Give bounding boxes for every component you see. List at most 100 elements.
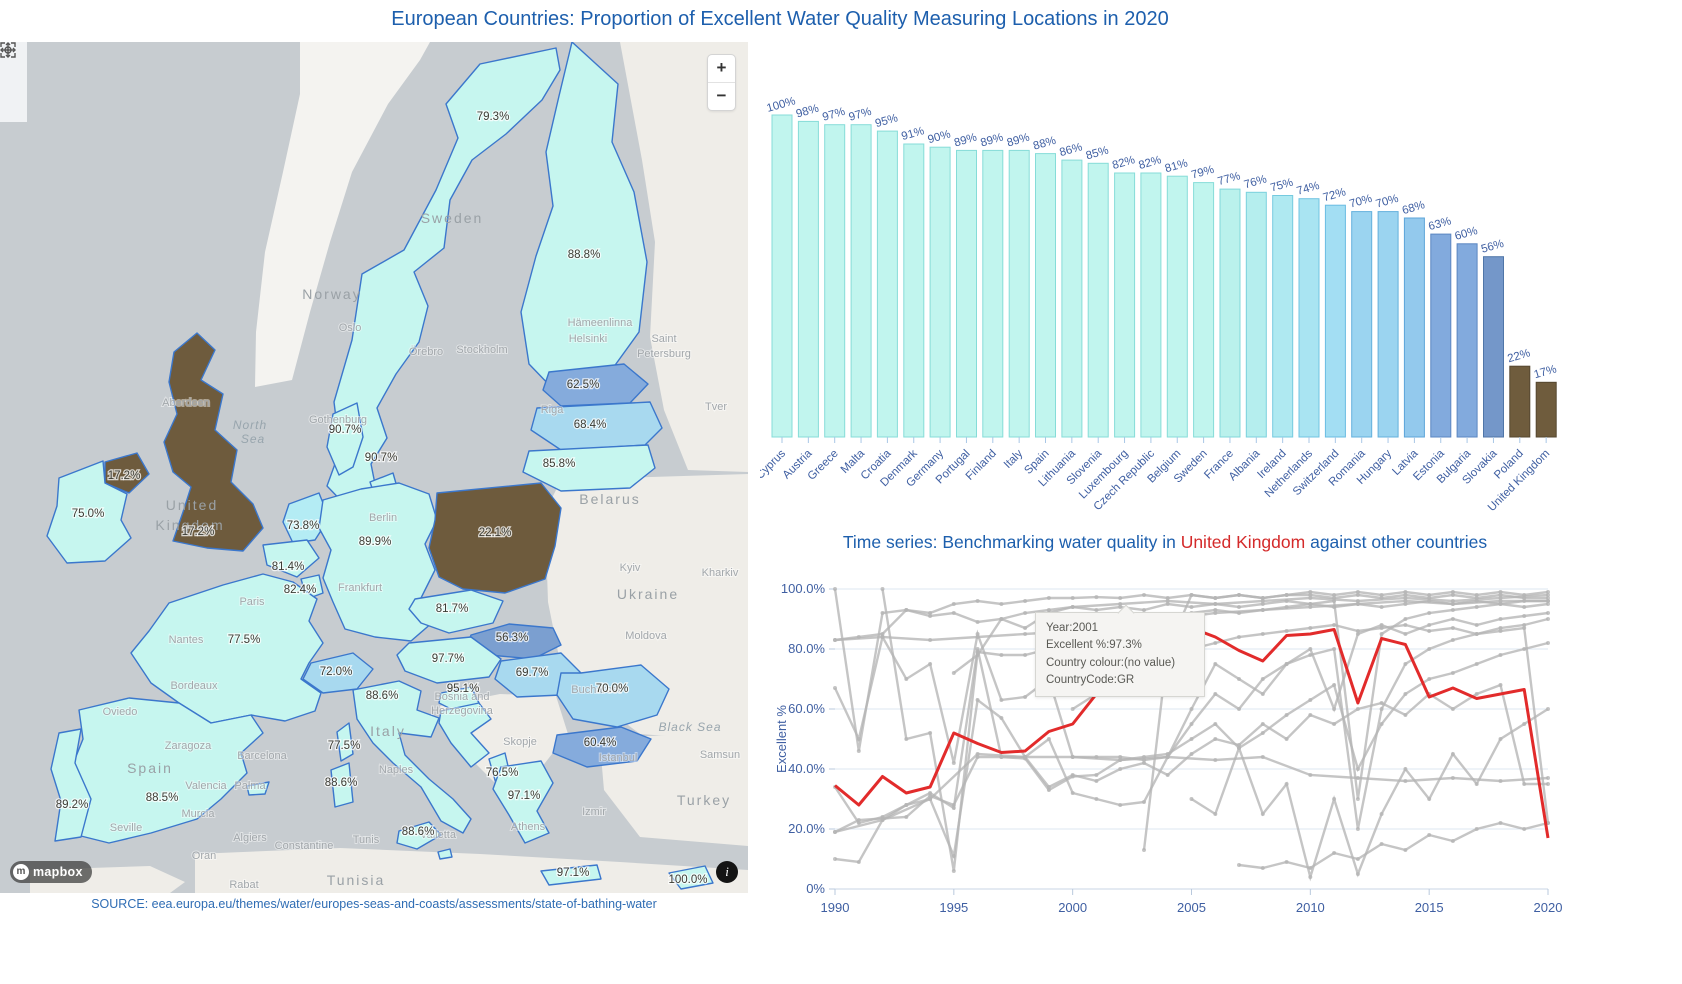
country-line-marker: [1427, 677, 1432, 681]
country-line[interactable]: [834, 752, 1549, 834]
country-line-marker: [1213, 812, 1218, 816]
map-country-bulgaria[interactable]: [552, 726, 652, 768]
bar-Bulgaria[interactable]: [1456, 243, 1478, 438]
map-value-label: 85.8%: [543, 458, 576, 470]
settings-icon[interactable]: [0, 42, 27, 110]
map-country-lithuania[interactable]: [522, 444, 656, 492]
bar-Malta[interactable]: [850, 124, 872, 438]
map-country-portugal[interactable]: [50, 728, 92, 842]
country-line[interactable]: [1190, 707, 1549, 882]
country-line-marker: [951, 806, 956, 810]
bar-Italy[interactable]: [1008, 149, 1030, 438]
country-line-marker: [1522, 626, 1527, 630]
bar-Hungary[interactable]: [1377, 211, 1399, 438]
bar-France[interactable]: [1219, 188, 1241, 438]
map-country-greece[interactable]: [492, 760, 554, 844]
country-line-marker: [1498, 593, 1503, 597]
map-country-cyprus[interactable]: [668, 865, 714, 890]
map-country-united-kingdom[interactable]: [163, 332, 264, 552]
bar-Poland[interactable]: [1509, 365, 1531, 438]
bar-Sweden[interactable]: [1193, 182, 1215, 438]
bar-value-label: 70%: [1348, 193, 1373, 211]
map-country-austria[interactable]: [396, 636, 502, 684]
country-line-marker: [1284, 605, 1289, 609]
map-value-label: 100.0%: [668, 874, 707, 886]
map-country-czech-republic[interactable]: [408, 589, 504, 634]
bar-Denmark[interactable]: [903, 143, 925, 438]
country-line-marker: [1118, 602, 1123, 606]
map-country-poland[interactable]: [428, 482, 562, 594]
map-country-croatia[interactable]: [438, 702, 492, 768]
map-country-denmark[interactable]: [326, 402, 364, 476]
map-place-label: Kingdom: [155, 517, 224, 533]
bar-Cyprus[interactable]: [771, 114, 793, 438]
attribution-info-icon[interactable]: i: [716, 861, 738, 883]
bar-value-label: 90%: [927, 128, 952, 146]
country-line[interactable]: [1238, 821, 1549, 870]
bar-Finland[interactable]: [982, 149, 1004, 438]
country-line[interactable]: [1142, 590, 1549, 851]
map-value-label: 97.1%: [508, 790, 541, 802]
bar-chart: 100% Cyprus 98% Austria 97% Greece 97% Malta 95%…: [754, 60, 1682, 538]
bar-value-label: 85%: [1085, 144, 1110, 162]
map-country-malta[interactable]: [437, 848, 453, 860]
country-line-marker: [1284, 593, 1289, 597]
country-line-marker: [1189, 605, 1194, 609]
country-line-marker: [975, 599, 980, 603]
map-place-label: Herzegovina: [431, 705, 494, 717]
map-country-crete[interactable]: [540, 864, 602, 886]
bar-Spain[interactable]: [1035, 153, 1056, 438]
country-line-marker: [1403, 599, 1408, 603]
country-line-marker: [880, 587, 885, 591]
bar-Albania[interactable]: [1245, 191, 1267, 438]
map-country-balearics[interactable]: [246, 781, 270, 796]
map-place-label: Palma: [234, 780, 266, 792]
country-line-marker: [1284, 713, 1289, 717]
country-line-marker: [1189, 722, 1194, 726]
map-country-netherlands[interactable]: [282, 492, 330, 544]
country-line-marker: [975, 752, 980, 756]
country-line-marker: [880, 815, 885, 819]
country-line-marker: [1450, 707, 1455, 711]
x-tick-label: 2000: [1058, 900, 1087, 915]
country-line-marker: [1308, 698, 1313, 702]
map-country-ireland[interactable]: [46, 460, 132, 564]
mapbox-logo[interactable]: m mapbox: [10, 861, 92, 883]
bar-Estonia[interactable]: [1430, 233, 1452, 438]
bar-Croatia[interactable]: [876, 130, 898, 438]
country-line-marker: [1284, 860, 1289, 864]
map-country-france[interactable]: [130, 573, 324, 724]
bar-Latvia[interactable]: [1403, 217, 1425, 438]
map-country-corsica[interactable]: [336, 722, 354, 762]
bar-Greece[interactable]: [824, 124, 846, 438]
land-norway: [255, 42, 430, 387]
bar-Slovenia[interactable]: [1087, 162, 1109, 438]
bar-Austria[interactable]: [797, 120, 819, 438]
country-line-marker: [1355, 629, 1360, 633]
bar-Romania[interactable]: [1351, 211, 1373, 438]
bar-Lithuania[interactable]: [1061, 159, 1083, 438]
bar-Czech Republic[interactable]: [1140, 172, 1162, 438]
map-place-label: Tunis: [353, 834, 380, 846]
europe-map[interactable]: Norway Sweden United Kingdom Belarus Ukraine M…: [0, 42, 748, 893]
bar-Netherlands[interactable]: [1298, 198, 1320, 438]
bar-Slovakia[interactable]: [1483, 256, 1504, 438]
zoom-out-button[interactable]: −: [708, 82, 735, 110]
bar-Portugal[interactable]: [956, 149, 977, 438]
y-tick-label: 100.0%: [781, 581, 826, 596]
y-tick-label: 0%: [806, 881, 825, 896]
bar-United Kingdom[interactable]: [1535, 381, 1557, 438]
bar-Ireland[interactable]: [1272, 195, 1294, 438]
bar-Luxembourg[interactable]: [1114, 172, 1136, 438]
map-country-sicily[interactable]: [396, 821, 442, 850]
country-line-marker: [1450, 752, 1455, 756]
map-value-label: 95.1%: [447, 683, 480, 695]
bar-Germany[interactable]: [929, 146, 951, 438]
zoom-in-button[interactable]: +: [716, 58, 727, 77]
map-country-sardinia[interactable]: [330, 762, 354, 808]
bar-Switzerland[interactable]: [1324, 204, 1346, 438]
bar-Belgium[interactable]: [1166, 175, 1188, 438]
country-line-marker: [1237, 635, 1241, 639]
map-country-belgium[interactable]: [262, 539, 320, 578]
map-country-italy[interactable]: [352, 680, 472, 834]
